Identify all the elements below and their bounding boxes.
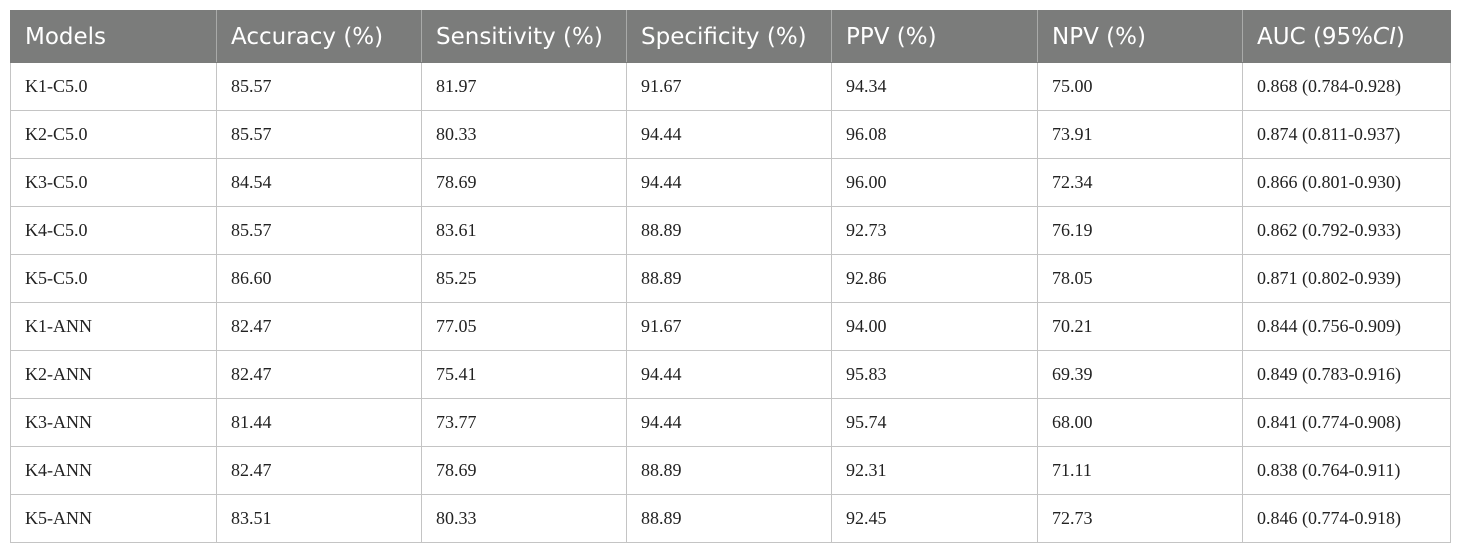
cell-accuracy: 84.54 [216,158,422,207]
cell-ppv: 92.31 [831,446,1038,495]
cell-auc: 0.866 (0.801-0.930) [1242,158,1451,207]
cell-specificity: 94.44 [626,398,832,447]
cell-accuracy: 85.57 [216,62,422,111]
cell-npv: 75.00 [1037,62,1243,111]
cell-auc: 0.868 (0.784-0.928) [1242,62,1451,111]
cell-specificity: 94.44 [626,350,832,399]
cell-npv: 71.11 [1037,446,1243,495]
cell-auc: 0.862 (0.792-0.933) [1242,206,1451,255]
cell-model: K3-ANN [10,398,217,447]
table-row: K5-ANN 83.51 80.33 88.89 92.45 72.73 0.846 (0.… [10,494,1451,543]
header-specificity: Specificity (%) [626,10,832,63]
cell-sensitivity: 83.61 [421,206,627,255]
cell-model: K3-C5.0 [10,158,217,207]
cell-ppv: 92.45 [831,494,1038,543]
table-body: K1-C5.0 85.57 81.97 91.67 94.34 75.00 0.868 (0… [10,62,1451,543]
header-accuracy: Accuracy (%) [216,10,422,63]
header-models: Models [10,10,217,63]
cell-sensitivity: 77.05 [421,302,627,351]
cell-accuracy: 83.51 [216,494,422,543]
header-row: Models Accuracy (%) Sensitivity (%) Spec… [10,10,1451,63]
cell-model: K2-C5.0 [10,110,217,159]
cell-ppv: 94.00 [831,302,1038,351]
table-row: K4-C5.0 85.57 83.61 88.89 92.73 76.19 0.862 (0… [10,206,1451,255]
table-row: K2-C5.0 85.57 80.33 94.44 96.08 73.91 0.874 (0… [10,110,1451,159]
cell-npv: 70.21 [1037,302,1243,351]
table-row: K1-C5.0 85.57 81.97 91.67 94.34 75.00 0.868 (0… [10,62,1451,111]
cell-npv: 72.73 [1037,494,1243,543]
cell-specificity: 88.89 [626,206,832,255]
cell-ppv: 92.73 [831,206,1038,255]
header-auc-suffix: ) [1395,23,1405,50]
header-auc-prefix: AUC (95% [1257,23,1374,50]
cell-npv: 78.05 [1037,254,1243,303]
cell-accuracy: 85.57 [216,206,422,255]
cell-specificity: 88.89 [626,494,832,543]
cell-npv: 69.39 [1037,350,1243,399]
cell-sensitivity: 85.25 [421,254,627,303]
cell-auc: 0.874 (0.811-0.937) [1242,110,1451,159]
cell-model: K4-C5.0 [10,206,217,255]
cell-model: K5-ANN [10,494,217,543]
cell-sensitivity: 75.41 [421,350,627,399]
cell-sensitivity: 81.97 [421,62,627,111]
header-auc: AUC (95%CI) [1242,10,1451,63]
cell-sensitivity: 80.33 [421,110,627,159]
cell-sensitivity: 73.77 [421,398,627,447]
cell-sensitivity: 78.69 [421,446,627,495]
cell-model: K2-ANN [10,350,217,399]
cell-specificity: 91.67 [626,302,832,351]
cell-ppv: 96.08 [831,110,1038,159]
table-row: K3-C5.0 84.54 78.69 94.44 96.00 72.34 0.866 (0… [10,158,1451,207]
cell-model: K1-C5.0 [10,62,217,111]
cell-npv: 76.19 [1037,206,1243,255]
cell-npv: 72.34 [1037,158,1243,207]
cell-model: K1-ANN [10,302,217,351]
cell-ppv: 96.00 [831,158,1038,207]
table-row: K5-C5.0 86.60 85.25 88.89 92.86 78.05 0.871 (0… [10,254,1451,303]
table-row: K2-ANN 82.47 75.41 94.44 95.83 69.39 0.849 (0.… [10,350,1451,399]
cell-specificity: 94.44 [626,158,832,207]
cell-ppv: 95.74 [831,398,1038,447]
cell-auc: 0.841 (0.774-0.908) [1242,398,1451,447]
cell-auc: 0.871 (0.802-0.939) [1242,254,1451,303]
cell-specificity: 88.89 [626,446,832,495]
cell-auc: 0.849 (0.783-0.916) [1242,350,1451,399]
cell-specificity: 91.67 [626,62,832,111]
cell-accuracy: 82.47 [216,350,422,399]
cell-auc: 0.838 (0.764-0.911) [1242,446,1451,495]
cell-specificity: 94.44 [626,110,832,159]
cell-sensitivity: 80.33 [421,494,627,543]
cell-model: K4-ANN [10,446,217,495]
cell-auc: 0.844 (0.756-0.909) [1242,302,1451,351]
model-performance-table: Models Accuracy (%) Sensitivity (%) Spec… [10,10,1451,543]
cell-npv: 68.00 [1037,398,1243,447]
cell-accuracy: 82.47 [216,446,422,495]
header-auc-ci: CI [1373,23,1396,50]
cell-specificity: 88.89 [626,254,832,303]
table-row: K1-ANN 82.47 77.05 91.67 94.00 70.21 0.844 (0.… [10,302,1451,351]
cell-ppv: 94.34 [831,62,1038,111]
cell-accuracy: 86.60 [216,254,422,303]
results-table-container: Models Accuracy (%) Sensitivity (%) Spec… [10,10,1451,543]
cell-accuracy: 85.57 [216,110,422,159]
header-ppv: PPV (%) [831,10,1038,63]
cell-npv: 73.91 [1037,110,1243,159]
cell-ppv: 92.86 [831,254,1038,303]
header-npv: NPV (%) [1037,10,1243,63]
cell-sensitivity: 78.69 [421,158,627,207]
header-sensitivity: Sensitivity (%) [421,10,627,63]
cell-accuracy: 82.47 [216,302,422,351]
cell-auc: 0.846 (0.774-0.918) [1242,494,1451,543]
cell-model: K5-C5.0 [10,254,217,303]
cell-ppv: 95.83 [831,350,1038,399]
cell-accuracy: 81.44 [216,398,422,447]
table-row: K3-ANN 81.44 73.77 94.44 95.74 68.00 0.841 (0.… [10,398,1451,447]
table-row: K4-ANN 82.47 78.69 88.89 92.31 71.11 0.838 (0.… [10,446,1451,495]
